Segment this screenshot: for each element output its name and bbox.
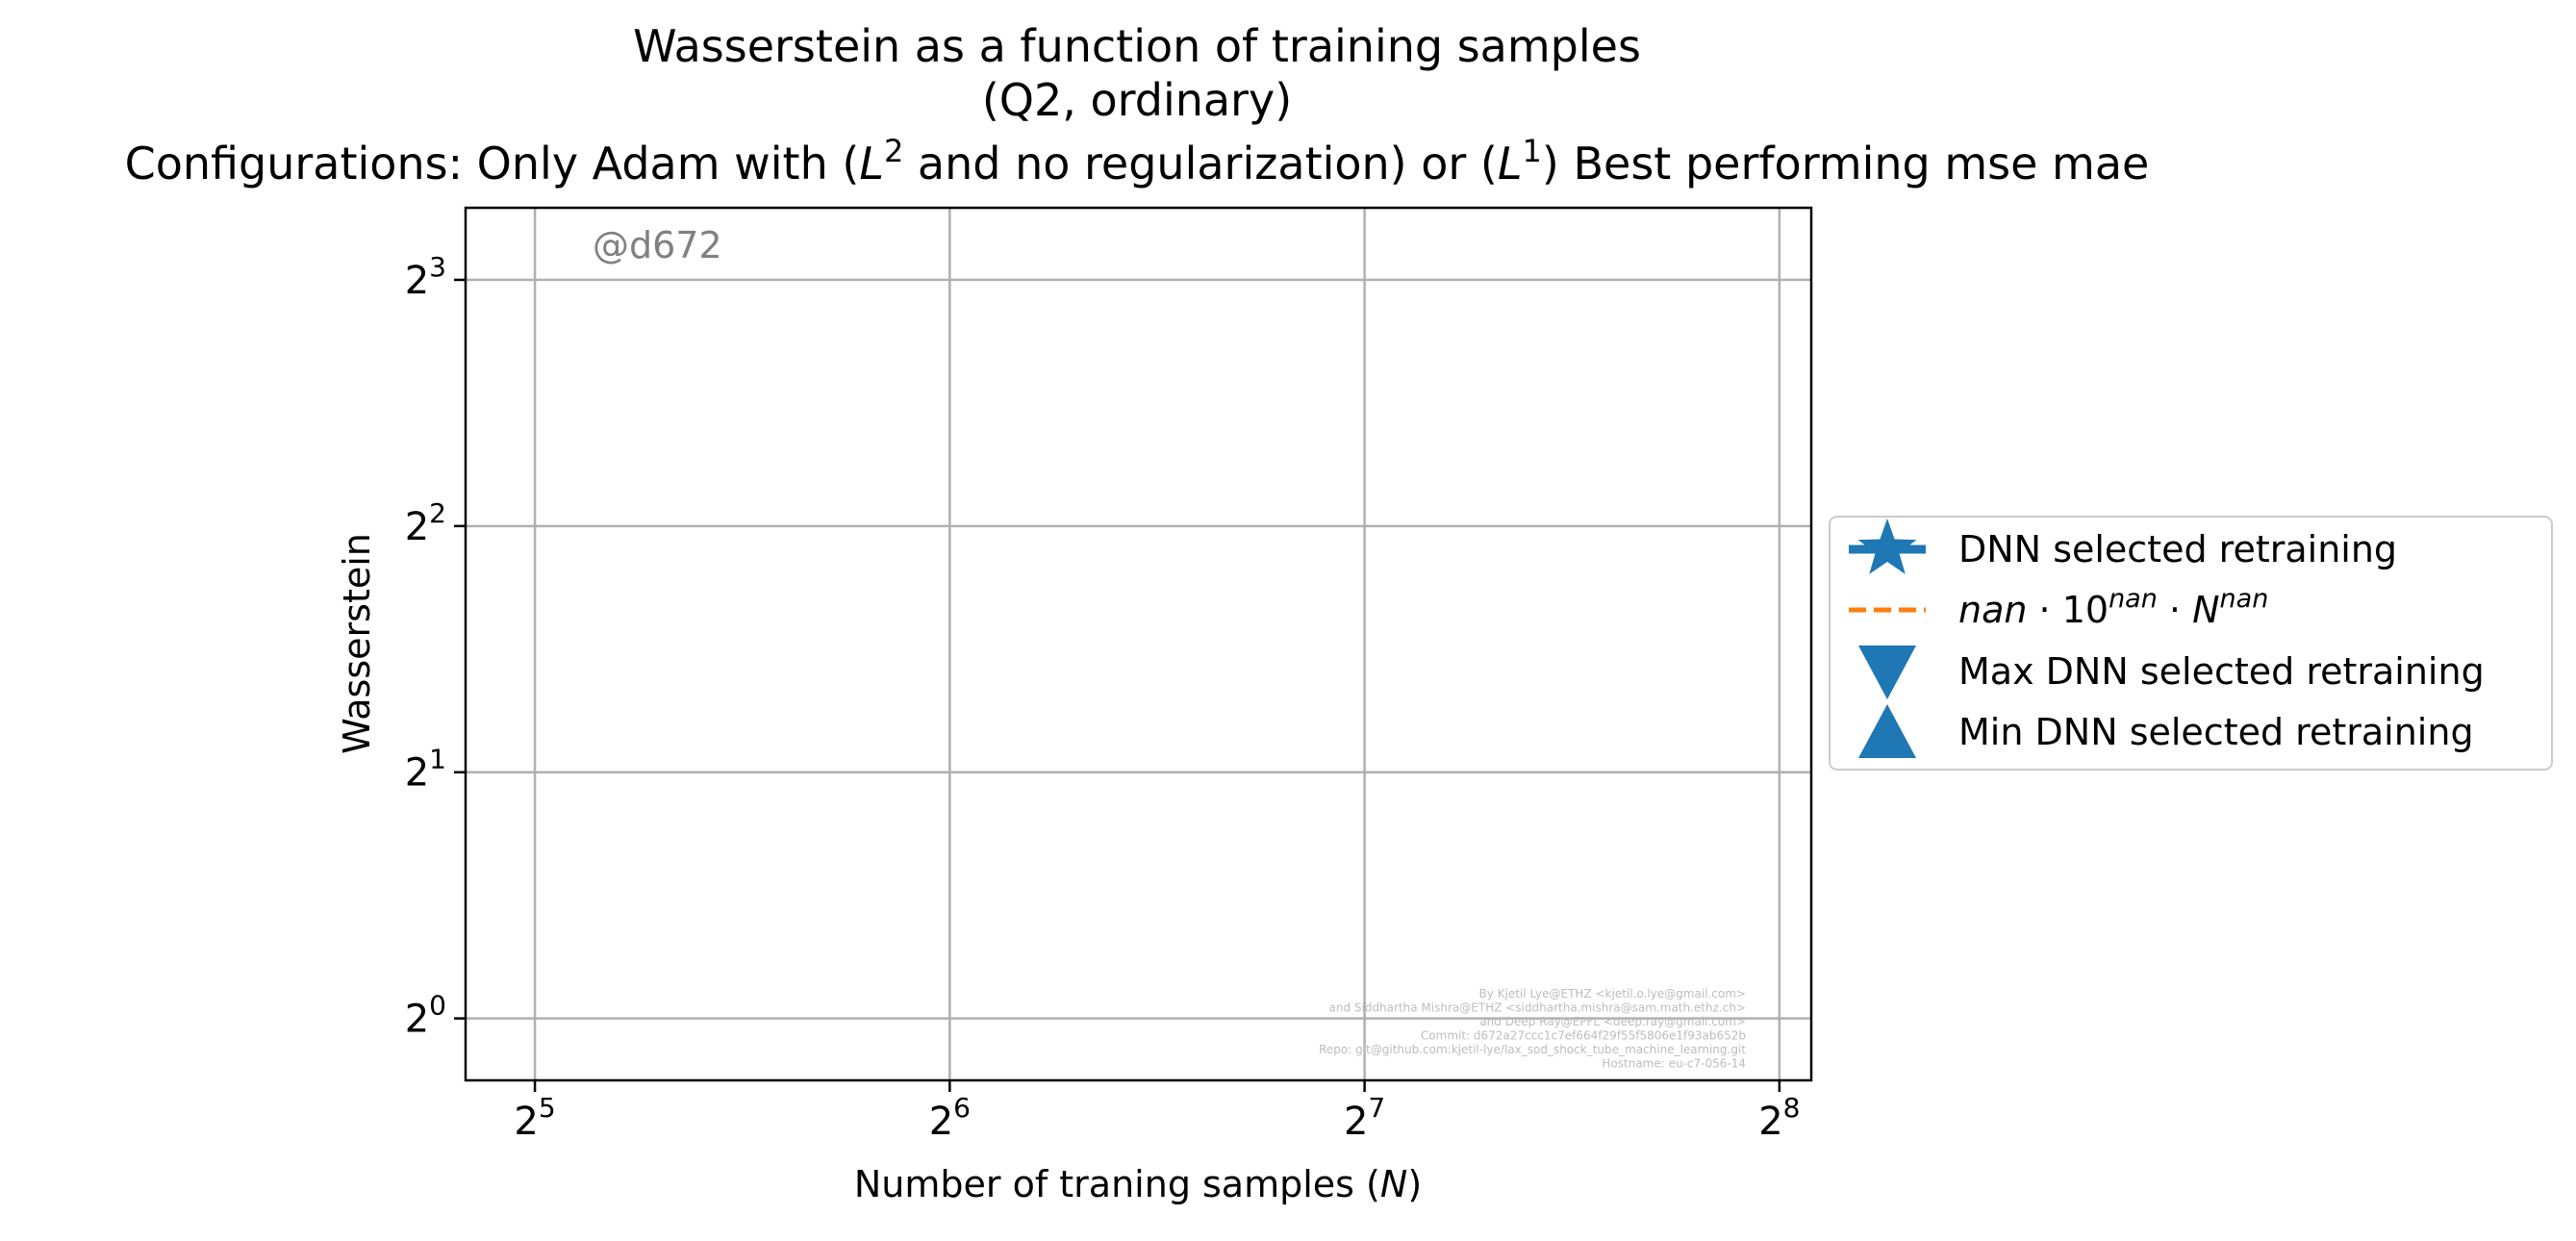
credits-line: Commit: d672a27ccc1c7ef664f29f55f5806e1f… <box>1421 1029 1746 1043</box>
legend-entry-dnn-selected: DNN selected retraining <box>1849 519 2397 574</box>
star-marker-icon <box>1857 519 1917 574</box>
legend-label-dnn-selected: DNN selected retraining <box>1958 528 2397 570</box>
chart-title-line-2: (Q2, ordinary) <box>982 74 1292 126</box>
chart-subtitle: Configurations: Only Adam with (L2 and n… <box>125 133 2150 190</box>
plot-area <box>466 208 1811 1080</box>
legend-entry-min: Min DNN selected retraining <box>1858 704 2474 758</box>
plot-frame <box>464 206 1813 1082</box>
triangle-up-marker-icon <box>1858 704 1916 758</box>
y-tick-label: 21 <box>405 744 446 796</box>
chart-title-line-1: Wasserstein as a function of training sa… <box>633 20 1641 72</box>
legend-entry-fit: nan · 10nan · Nnan <box>1849 584 2268 631</box>
credits-line: and Deep Ray@EPFL <deep.ray@gmail.com> <box>1479 1015 1746 1028</box>
credits-line: Hostname: eu-c7-056-14 <box>1602 1057 1746 1071</box>
x-axis-ticks: 25 26 27 28 <box>514 1080 1801 1144</box>
x-tick-label: 27 <box>1344 1092 1385 1144</box>
y-tick-label: 22 <box>405 497 446 549</box>
x-tick-label: 25 <box>514 1092 555 1144</box>
y-tick-label: 20 <box>405 990 446 1042</box>
grid <box>466 208 1811 1080</box>
credits-line: By Kjetil Lye@ETHZ <kjetil.o.lye@gmail.c… <box>1479 987 1746 1000</box>
credits-annotation: By Kjetil Lye@ETHZ <kjetil.o.lye@gmail.c… <box>1319 987 1746 1071</box>
x-tick-label: 26 <box>929 1092 971 1144</box>
y-axis-label: Wasserstein <box>336 533 378 754</box>
y-tick-label: 23 <box>405 251 446 303</box>
commit-tag-annotation: @d672 <box>593 224 722 266</box>
legend-box <box>1829 516 2553 771</box>
legend-entry-max: Max DNN selected retraining <box>1858 646 2485 699</box>
legend-label-max: Max DNN selected retraining <box>1958 650 2485 693</box>
legend-label-fit: nan · 10nan · Nnan <box>1958 584 2268 631</box>
x-axis-label: Number of traning samples (N) <box>854 1163 1422 1205</box>
legend: DNN selected retraining nan · 10nan · Nn… <box>1829 516 2553 771</box>
legend-label-min: Min DNN selected retraining <box>1958 711 2474 753</box>
credits-line: Repo: git@github.com:kjetil-lye/lax_sod_… <box>1319 1043 1746 1056</box>
y-axis-ticks: 20 21 22 23 <box>405 251 466 1042</box>
triangle-down-marker-icon <box>1858 646 1916 699</box>
credits-line: and Siddhartha Mishra@ETHZ <siddhartha.m… <box>1328 1001 1746 1015</box>
x-tick-label: 28 <box>1758 1092 1800 1144</box>
